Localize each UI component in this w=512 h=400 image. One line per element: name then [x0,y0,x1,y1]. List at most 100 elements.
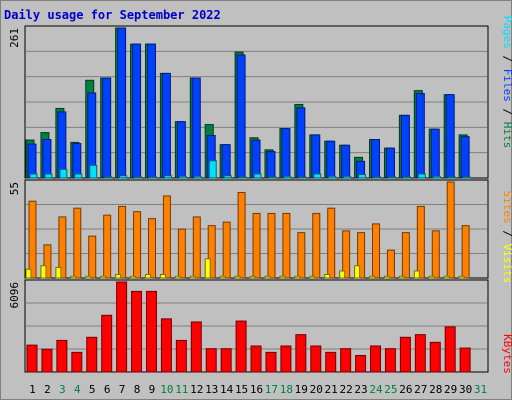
sites-bar-17 [264,275,271,279]
chart-title: Daily usage for September 2022 [4,8,221,22]
files-bar-19 [296,107,306,179]
files-bar-3 [57,111,67,179]
kbytes-bar-3 [56,339,68,373]
sites-bar-14 [219,275,226,279]
files-bar-26 [400,114,410,179]
kbytes-bar-14 [220,348,232,373]
pages-bar-1 [29,173,38,179]
pages-bar-19 [298,176,307,179]
visits-bar-15 [237,191,246,279]
visits-bar-4 [73,207,82,279]
visits-bar-11 [177,228,186,279]
ymax-label-kbytes: 6096 [8,282,21,309]
sites-bar-29 [443,275,450,279]
day-label-15: 15 [235,383,248,396]
kbytes-bar-9 [145,290,157,373]
kbytes-bar-27 [414,334,426,373]
sites-bar-20 [309,275,316,279]
kbytes-bar-25 [384,348,396,373]
sites-bar-16 [249,275,256,279]
files-bar-10 [161,72,171,179]
sites-bar-23 [354,265,361,279]
sites-bar-3 [55,267,62,279]
day-label-9: 9 [149,383,156,396]
legend-hits-files-pages: Pages / Files / Hits [501,16,512,149]
day-label-21: 21 [325,383,338,396]
pages-bar-25 [387,176,396,179]
kbytes-bar-23 [355,354,367,373]
files-bar-22 [341,144,351,179]
legend-visits-sites: Sites / Visits [501,191,512,284]
kbytes-bar-24 [370,345,382,373]
day-label-3: 3 [59,383,66,396]
kbytes-bar-26 [399,336,411,373]
pages-bar-29 [447,176,456,179]
files-bar-25 [385,147,395,179]
pages-bar-3 [59,168,68,179]
kbytes-bar-10 [160,318,172,373]
visits-bar-28 [431,230,440,279]
sites-bar-30 [458,275,465,279]
day-label-30: 30 [459,383,472,396]
kbytes-bar-4 [71,351,83,373]
day-label-16: 16 [250,383,263,396]
pages-bar-20 [313,173,322,179]
sites-bar-26 [398,275,405,279]
sites-bar-8 [130,275,137,279]
sites-bar-5 [85,275,92,279]
kbytes-bar-1 [26,344,38,373]
pages-bar-27 [417,173,426,179]
ymax-label-hits-files-pages: 261 [8,28,21,48]
day-label-29: 29 [444,383,457,396]
files-bar-15 [236,54,246,179]
visits-bar-6 [103,214,112,279]
sites-bar-28 [428,275,435,279]
visits-bar-13 [207,225,216,279]
pages-bar-5 [89,164,98,179]
files-bar-7 [117,27,127,179]
day-label-25: 25 [384,383,397,396]
pages-bar-26 [402,176,411,179]
files-bar-12 [191,77,201,179]
visits-bar-24 [372,223,381,279]
kbytes-bar-2 [41,348,53,373]
legend-sites: Sites [501,191,512,224]
visits-bar-12 [192,216,201,279]
day-label-22: 22 [339,383,352,396]
kbytes-bar-16 [250,345,262,373]
files-bar-21 [326,140,336,179]
day-label-20: 20 [310,383,323,396]
day-label-28: 28 [429,383,442,396]
day-label-17: 17 [265,383,278,396]
day-label-6: 6 [104,383,111,396]
visits-bar-18 [282,212,291,279]
files-bar-4 [72,143,82,179]
sites-bar-15 [234,275,241,279]
day-label-4: 4 [74,383,81,396]
pages-bar-4 [74,173,83,179]
day-label-24: 24 [369,383,383,396]
visits-bar-7 [118,205,127,279]
pages-bar-12 [193,175,202,179]
sites-bar-12 [189,275,196,279]
kbytes-bar-17 [265,351,277,373]
day-label-19: 19 [295,383,308,396]
pages-bar-30 [462,176,471,179]
kbytes-bar-5 [86,336,98,373]
pages-bar-2 [44,173,53,179]
files-bar-2 [42,138,52,179]
pages-bar-11 [178,175,187,179]
pages-bar-21 [328,175,337,179]
kbytes-bar-18 [280,345,292,373]
sites-bar-2 [40,265,47,279]
legend-kbytes: KBytes [501,334,512,374]
day-label-11: 11 [175,383,188,396]
pages-bar-16 [253,173,262,179]
files-bar-30 [460,136,470,179]
sites-bar-18 [279,275,286,279]
pages-bar-10 [163,175,172,179]
visits-bar-5 [88,235,97,279]
files-bar-17 [266,151,276,179]
kbytes-bar-8 [131,290,143,373]
visits-bar-17 [267,212,276,279]
